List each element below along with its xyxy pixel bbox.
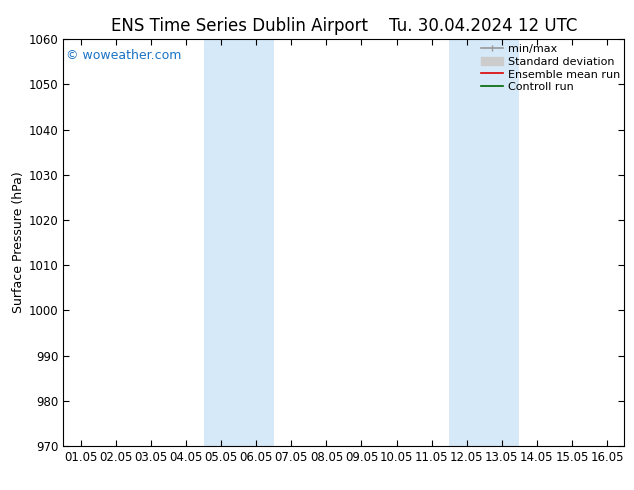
- Bar: [204, 39, 274, 446]
- Y-axis label: Surface Pressure (hPa): Surface Pressure (hPa): [11, 172, 25, 314]
- Bar: [449, 39, 519, 446]
- Legend: min/max, Standard deviation, Ensemble mean run, Controll run: min/max, Standard deviation, Ensemble me…: [479, 42, 622, 95]
- Title: ENS Time Series Dublin Airport    Tu. 30.04.2024 12 UTC: ENS Time Series Dublin Airport Tu. 30.04…: [111, 17, 577, 35]
- Text: © woweather.com: © woweather.com: [66, 49, 181, 62]
